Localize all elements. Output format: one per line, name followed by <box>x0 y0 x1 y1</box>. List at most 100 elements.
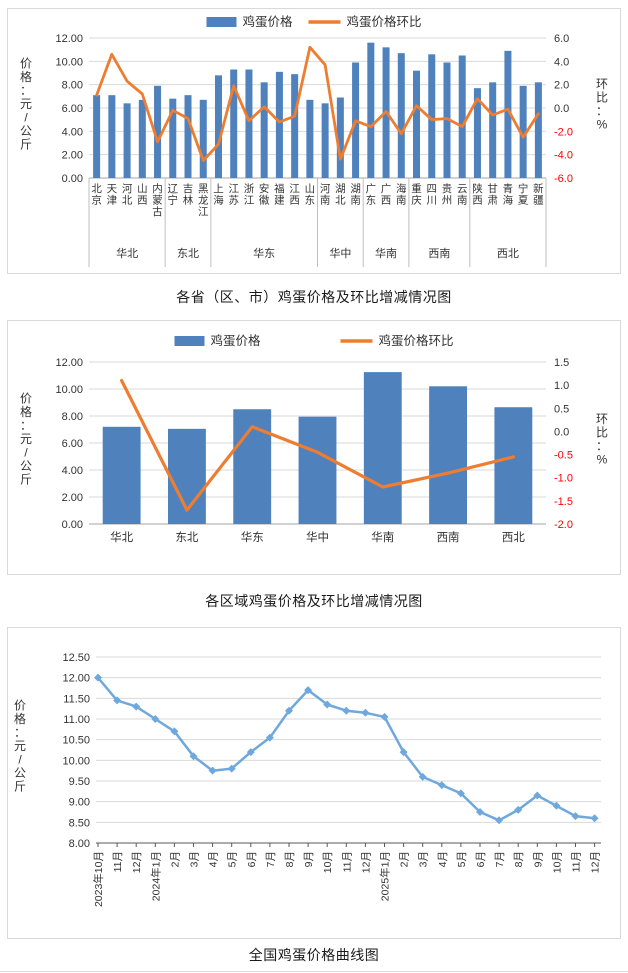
category-label: 夏 <box>518 195 529 207</box>
left-axis-tick: 10.00 <box>62 755 90 767</box>
category-label: 东 <box>305 194 316 207</box>
right-axis-tick: -2.0 <box>554 519 573 531</box>
bar <box>336 97 344 178</box>
month-label: 12月 <box>590 851 602 873</box>
data-point-marker <box>94 673 102 682</box>
left-axis-title: 元 <box>14 739 26 753</box>
category-label: 古 <box>152 205 163 218</box>
month-label: 2月 <box>169 851 181 867</box>
left-axis-tick: 12.00 <box>55 357 83 369</box>
bar <box>154 85 162 178</box>
data-point-marker <box>132 702 141 711</box>
left-axis-tick: 12.00 <box>62 673 90 685</box>
category-label: 南 <box>396 194 407 207</box>
left-axis-tick: 8.00 <box>69 838 90 850</box>
month-label: 10月 <box>551 851 563 873</box>
month-label: 2025年1月 <box>379 851 392 901</box>
bar <box>428 54 436 179</box>
left-axis-tick: 10.50 <box>62 735 90 747</box>
bar <box>443 62 451 178</box>
month-label: 8月 <box>513 851 525 867</box>
month-label: 11月 <box>112 851 124 872</box>
left-axis-title: 公 <box>20 459 32 473</box>
province-chart-caption: 各省（区、市）鸡蛋价格及环比增减情况图 <box>176 289 452 305</box>
category-label: 徽 <box>259 194 270 207</box>
category-label: 海 <box>213 194 224 207</box>
category-label: 广 <box>366 183 377 195</box>
group-label: 华东 <box>253 246 275 260</box>
bar <box>363 372 402 524</box>
data-point-marker <box>342 706 351 715</box>
trend-line <box>119 378 515 512</box>
national-chart-caption: 全国鸡蛋价格曲线图 <box>248 947 380 963</box>
category-label: 庆 <box>411 194 422 207</box>
month-label: 5月 <box>227 851 239 867</box>
category-label: 重 <box>411 182 422 195</box>
left-axis-tick: 2.00 <box>62 492 83 504</box>
right-axis-tick: -4.0 <box>554 150 573 162</box>
bar <box>291 74 299 178</box>
category-label: 华南 <box>371 530 394 544</box>
category-label: 西 <box>381 195 392 207</box>
data-point-marker <box>265 733 274 742</box>
category-label: 西 <box>289 195 300 207</box>
month-label: 8月 <box>284 851 296 867</box>
month-label: 7月 <box>265 851 277 867</box>
data-point-marker <box>418 772 427 781</box>
category-label: 西 <box>137 195 148 207</box>
right-axis-tick: 0.0 <box>554 426 569 438</box>
category-label: 江 <box>289 183 300 195</box>
left-axis-title: 格 <box>20 404 32 419</box>
category-label: 江 <box>198 206 209 218</box>
left-axis-tick: 8.50 <box>69 817 90 829</box>
bar <box>199 99 207 178</box>
bar <box>230 69 238 178</box>
left-axis-tick: 2.00 <box>62 150 83 162</box>
month-label: 9月 <box>532 851 544 867</box>
category-label: 广 <box>381 183 392 195</box>
data-point-marker <box>437 781 446 790</box>
category-label: 林 <box>183 194 194 207</box>
right-axis-tick: -2.0 <box>554 126 573 138</box>
bar <box>458 55 466 178</box>
right-axis-title: 比 <box>596 90 608 104</box>
month-label: 11月 <box>571 851 583 872</box>
category-label: 津 <box>107 195 118 207</box>
left-axis-tick: 10.00 <box>55 56 83 68</box>
bar <box>102 426 141 524</box>
data-point-marker <box>285 706 293 715</box>
group-label: 西南 <box>428 247 450 260</box>
category-label: 西南 <box>437 530 460 544</box>
legend-line-label: 鸡蛋价格环比 <box>347 14 422 29</box>
legend-bar-swatch <box>174 336 205 346</box>
right-axis-tick: -1.0 <box>554 473 573 485</box>
left-axis-title: 斤 <box>14 780 26 794</box>
bar <box>397 53 405 178</box>
right-axis-tick: 0.5 <box>554 403 569 415</box>
category-label: 新 <box>533 182 544 195</box>
left-axis-tick: 6.00 <box>62 103 83 115</box>
month-label: 2024年1月 <box>149 851 162 901</box>
left-axis-title: ： <box>14 726 26 740</box>
group-label: 西北 <box>497 247 519 260</box>
left-axis-tick: 6.00 <box>62 438 83 450</box>
month-label: 5月 <box>456 851 468 867</box>
month-label: 2023年10月 <box>92 851 105 907</box>
month-label: 9月 <box>303 851 315 867</box>
category-label: 南 <box>350 194 361 207</box>
category-label: 陕 <box>472 182 483 195</box>
bar <box>169 98 177 178</box>
bar <box>123 103 131 178</box>
legend-bar-label: 鸡蛋价格 <box>243 14 294 29</box>
left-axis-title: 元 <box>20 97 32 111</box>
data-point-marker <box>533 791 542 800</box>
category-label: 云 <box>457 183 468 195</box>
left-axis-title: 格 <box>20 69 32 84</box>
left-axis-title: ： <box>20 419 32 433</box>
month-label: 4月 <box>437 851 449 867</box>
category-label: 南 <box>457 194 468 207</box>
right-axis-title: 环 <box>596 412 608 426</box>
bar <box>245 69 253 178</box>
bar <box>275 71 283 178</box>
category-label: 西北 <box>502 531 525 544</box>
